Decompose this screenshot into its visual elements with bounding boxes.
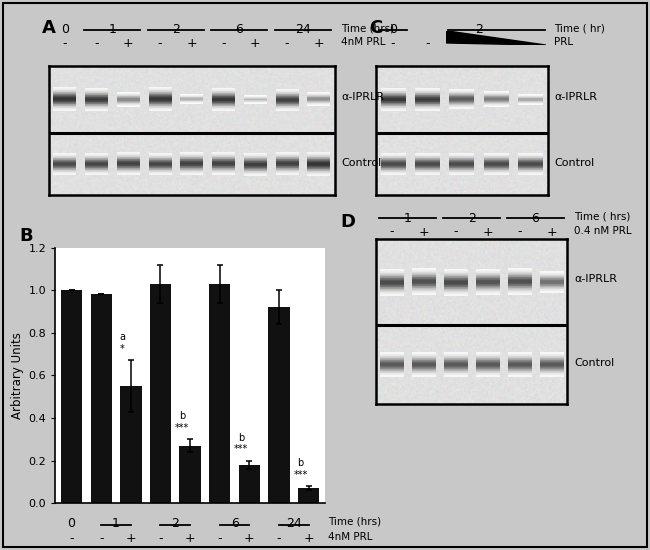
Text: D: D xyxy=(340,213,355,231)
Text: +: + xyxy=(187,37,197,51)
Text: 2: 2 xyxy=(172,23,180,36)
Text: 1: 1 xyxy=(112,517,120,530)
Text: -: - xyxy=(221,37,226,51)
Bar xyxy=(298,488,319,503)
Text: -: - xyxy=(391,37,395,51)
Text: α-lPRLR: α-lPRLR xyxy=(554,92,597,102)
Text: 0: 0 xyxy=(68,517,75,530)
Text: -: - xyxy=(517,226,522,239)
Text: Control: Control xyxy=(341,158,382,168)
Bar xyxy=(179,446,201,503)
Text: 1: 1 xyxy=(404,212,411,225)
Text: b
***: b *** xyxy=(234,433,248,454)
Text: -: - xyxy=(99,532,103,546)
Polygon shape xyxy=(447,31,546,45)
Text: a
*: a * xyxy=(120,332,125,354)
Text: 0.4 nM PRL: 0.4 nM PRL xyxy=(574,226,632,235)
Text: α-lPRLR: α-lPRLR xyxy=(574,274,617,284)
Text: -: - xyxy=(425,37,430,51)
Text: 2: 2 xyxy=(172,517,179,530)
Text: 4nM PRL: 4nM PRL xyxy=(341,37,385,47)
Text: +: + xyxy=(185,532,196,546)
Text: Control: Control xyxy=(574,358,614,368)
Text: -: - xyxy=(70,532,74,546)
Text: α-lPRLR: α-lPRLR xyxy=(341,92,384,102)
Text: -: - xyxy=(389,226,394,239)
Text: Time ( hr): Time ( hr) xyxy=(554,23,605,33)
Text: 2: 2 xyxy=(467,212,476,225)
Text: +: + xyxy=(123,37,133,51)
Text: Time (hrs): Time (hrs) xyxy=(328,517,382,527)
Text: +: + xyxy=(546,226,557,239)
Text: b
***: b *** xyxy=(293,458,307,480)
Text: 24: 24 xyxy=(286,517,302,530)
Text: 0: 0 xyxy=(60,23,69,36)
Text: -: - xyxy=(285,37,289,51)
Text: -: - xyxy=(94,37,99,51)
Text: +: + xyxy=(250,37,261,51)
Text: 1: 1 xyxy=(109,23,116,36)
Text: -: - xyxy=(277,532,281,546)
Text: -: - xyxy=(158,37,162,51)
Text: Time (hrs): Time (hrs) xyxy=(341,23,395,33)
Bar xyxy=(209,284,231,503)
Text: b
***: b *** xyxy=(175,411,189,433)
Text: +: + xyxy=(125,532,136,546)
Bar xyxy=(120,386,142,503)
Text: 2: 2 xyxy=(475,23,483,36)
Text: -: - xyxy=(453,226,458,239)
Text: +: + xyxy=(304,532,314,546)
Bar xyxy=(150,284,171,503)
Text: A: A xyxy=(42,19,56,37)
Text: 24: 24 xyxy=(295,23,311,36)
Text: -: - xyxy=(62,37,67,51)
Text: Control: Control xyxy=(554,158,595,168)
Text: 0: 0 xyxy=(389,23,397,36)
Text: 6: 6 xyxy=(231,517,239,530)
Text: PRL: PRL xyxy=(554,37,573,47)
Text: +: + xyxy=(313,37,324,51)
Text: +: + xyxy=(244,532,255,546)
Bar xyxy=(61,290,82,503)
Text: Time ( hrs): Time ( hrs) xyxy=(574,212,630,222)
Text: +: + xyxy=(419,226,429,239)
Text: -: - xyxy=(218,532,222,546)
Y-axis label: Arbitrary Units: Arbitrary Units xyxy=(11,332,24,419)
Text: 6: 6 xyxy=(532,212,539,225)
Text: 6: 6 xyxy=(235,23,243,36)
Text: C: C xyxy=(369,19,382,37)
Bar xyxy=(268,307,290,503)
Text: 4nM PRL: 4nM PRL xyxy=(328,532,372,542)
Text: +: + xyxy=(482,226,493,239)
Text: -: - xyxy=(158,532,162,546)
Bar xyxy=(239,465,260,503)
Text: B: B xyxy=(20,227,33,245)
Bar xyxy=(90,294,112,503)
